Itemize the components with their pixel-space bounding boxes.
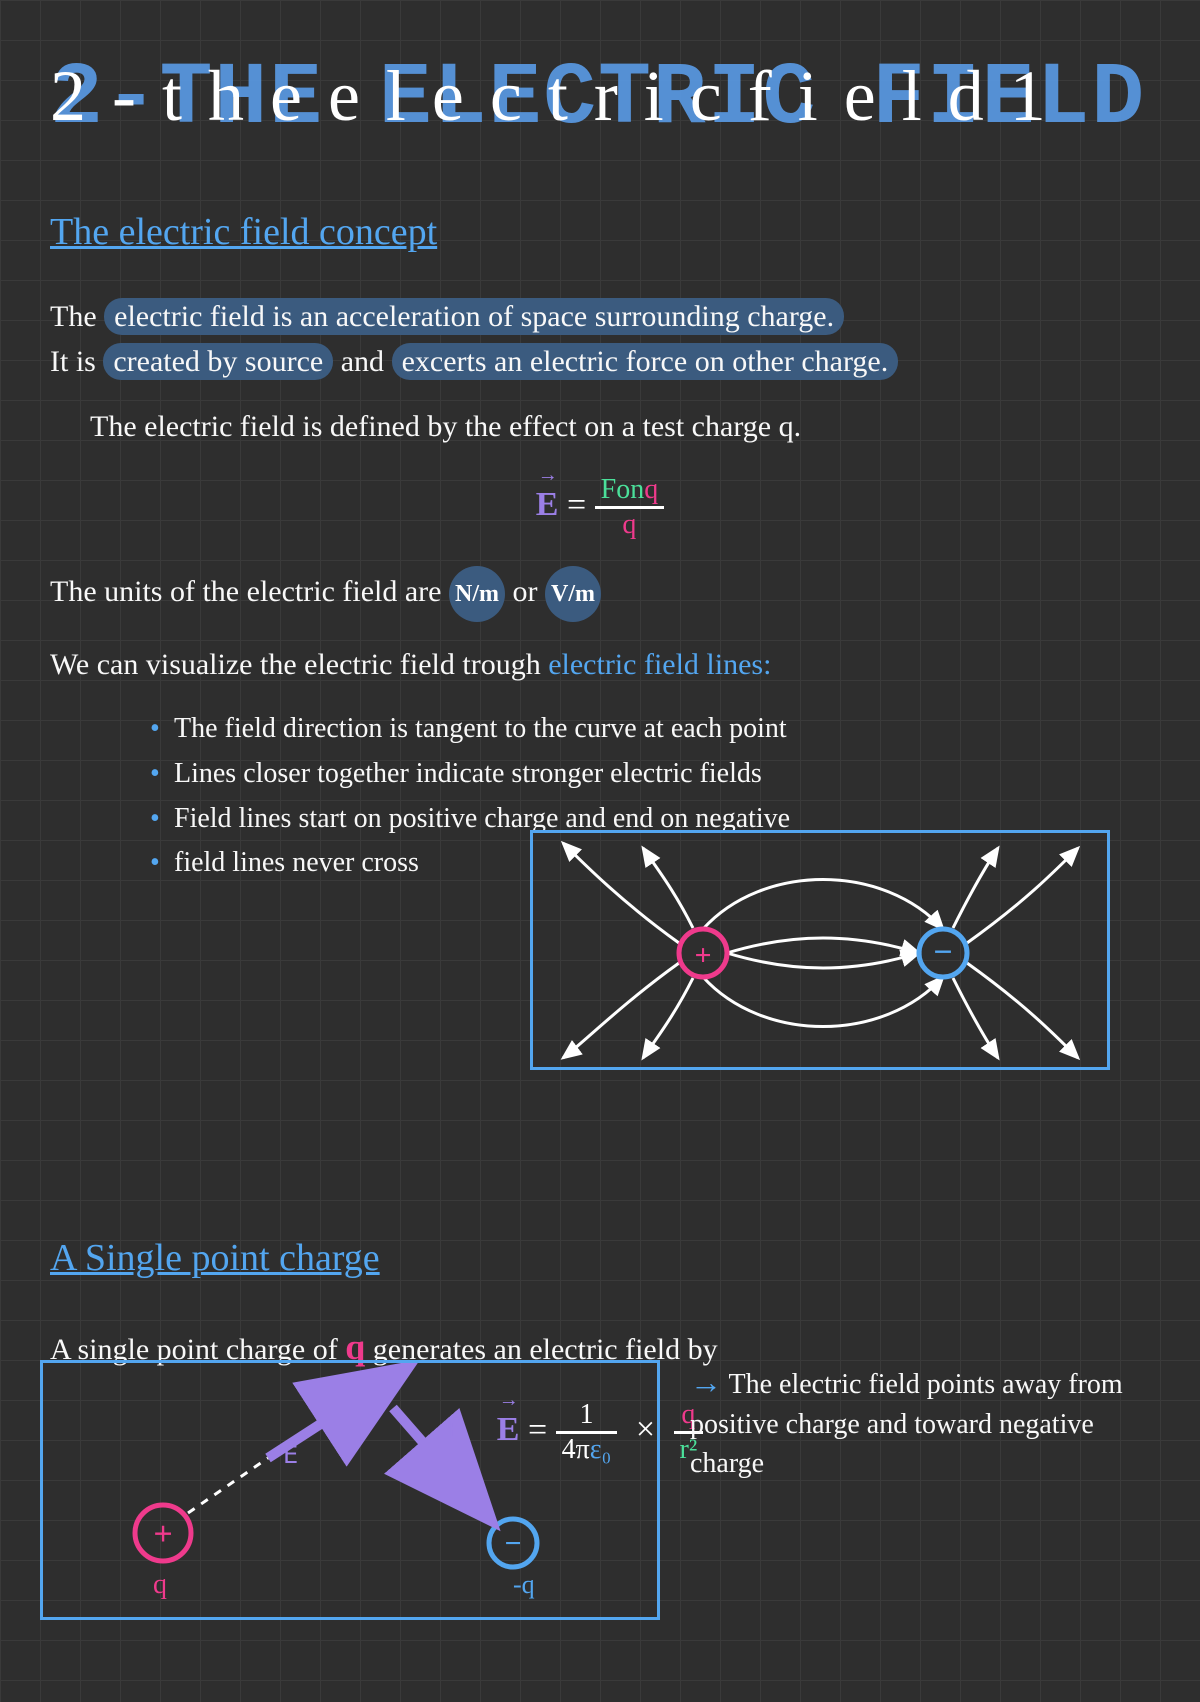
section-heading-single-charge: A Single point charge: [50, 1236, 380, 1280]
note-text: The electric field points away from posi…: [690, 1369, 1123, 1479]
negative-charge-label: −: [933, 934, 952, 971]
equals: =: [567, 486, 586, 523]
section-heading-concept: The electric field concept: [50, 210, 437, 254]
e-vector-label: E⃗: [448, 1415, 463, 1444]
dipole-svg: + −: [533, 833, 1107, 1067]
charge-tag-q: q: [153, 1569, 167, 1600]
text: and: [341, 345, 392, 378]
formula-bot: q: [595, 506, 665, 541]
list-item: The field direction is tangent to the cu…: [150, 707, 1150, 752]
formula-efield-definition: → E = Fonq q: [50, 474, 1150, 541]
formula-top-a: Fon: [601, 474, 645, 505]
unit-badge-nm: N/m: [449, 566, 505, 622]
unit-badge-vm: V/m: [545, 566, 601, 622]
highlight-text: electric field lines:: [548, 648, 771, 681]
negative-charge-label: −: [504, 1527, 521, 1560]
text: or: [512, 575, 545, 608]
single-charge-diagram: + q E⃗ − -q E⃗: [40, 1360, 660, 1620]
viz-line: We can visualize the electric field trou…: [50, 642, 1150, 687]
single-charge-svg: + q E⃗ − -q E⃗: [43, 1363, 657, 1617]
highlight-text: created by source: [103, 343, 333, 380]
concept-definition: The electric field is defined by the eff…: [90, 404, 1150, 449]
e-vector-label: E⃗: [283, 1440, 298, 1469]
highlight-text: electric field is an acceleration of spa…: [104, 298, 844, 335]
text: The: [50, 300, 104, 333]
page-title-block: 2-THE ELECTRIC FIELD I 2 - t h e e l e c…: [50, 40, 1150, 160]
text: We can visualize the electric field trou…: [50, 648, 548, 681]
units-line: The units of the electric field are N/m …: [50, 566, 1150, 622]
text: The units of the electric field are: [50, 575, 449, 608]
positive-charge-label: +: [153, 1516, 172, 1553]
title-foreground-text: 2 - t h e e l e c t r i c f i e l d 1: [50, 55, 1050, 138]
list-item: Lines closer together indicate stronger …: [150, 752, 1150, 797]
arrow-icon: →: [690, 1364, 722, 1400]
dipole-field-diagram: + −: [530, 830, 1110, 1070]
field-direction-note: → The electric field points away from po…: [690, 1360, 1150, 1483]
vector-arrow: →: [538, 464, 558, 487]
formula-lhs: E: [536, 486, 559, 523]
positive-charge-label: +: [694, 939, 711, 972]
formula-top-b: q: [644, 474, 658, 505]
charge-tag-negq: -q: [513, 1570, 535, 1599]
concept-para-1: The electric field is an acceleration of…: [50, 294, 1150, 384]
highlight-text: excerts an electric force on other charg…: [392, 343, 899, 380]
text: It is: [50, 345, 103, 378]
